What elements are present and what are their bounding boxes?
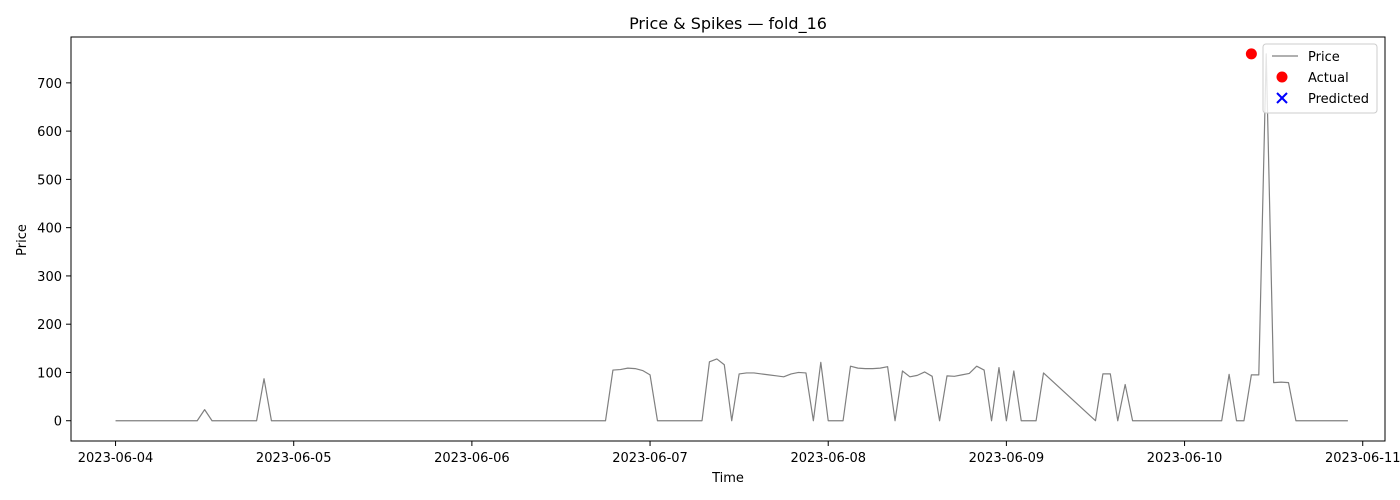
actual-spike-point: [1245, 48, 1257, 60]
plot-area: [115, 48, 1348, 422]
y-tick-label: 400: [37, 222, 62, 237]
chart-title: Price & Spikes — fold_16: [629, 14, 827, 34]
x-tick-label: 2023-06-11: [1325, 451, 1400, 466]
y-tick-label: 200: [37, 318, 62, 333]
legend-actual-marker: [1276, 71, 1288, 83]
x-tick-label: 2023-06-05: [256, 451, 332, 466]
y-tick-label: 600: [37, 125, 62, 140]
x-axis: 2023-06-04 2023-06-05 2023-06-06 2023-06-07…: [78, 441, 1400, 466]
x-tick-label: 2023-06-10: [1147, 451, 1223, 466]
x-axis-label: Time: [711, 471, 744, 486]
x-tick-label: 2023-06-08: [790, 451, 866, 466]
x-tick-label: 2023-06-07: [612, 451, 688, 466]
legend-actual-label: Actual: [1308, 71, 1349, 86]
legend-predicted-label: Predicted: [1308, 92, 1369, 107]
x-tick-label: 2023-06-06: [434, 451, 510, 466]
y-tick-label: 700: [37, 77, 62, 92]
legend-box: [1262, 43, 1378, 114]
y-axis-label: Price: [15, 224, 30, 256]
price-line: [115, 53, 1348, 422]
x-tick-label: 2023-06-04: [78, 451, 154, 466]
x-tick-label: 2023-06-09: [969, 451, 1045, 466]
y-tick-label: 100: [37, 366, 62, 381]
legend: Price Actual Predicted: [1262, 43, 1378, 114]
plot-frame: [70, 36, 1386, 442]
legend-price-label: Price: [1308, 50, 1340, 65]
y-axis: 0 100 200 300 400 500 600 700: [37, 77, 71, 430]
y-tick-label: 0: [54, 415, 62, 430]
y-tick-label: 500: [37, 173, 62, 188]
legend-predicted-marker: [1276, 92, 1288, 104]
y-tick-label: 300: [37, 270, 62, 285]
